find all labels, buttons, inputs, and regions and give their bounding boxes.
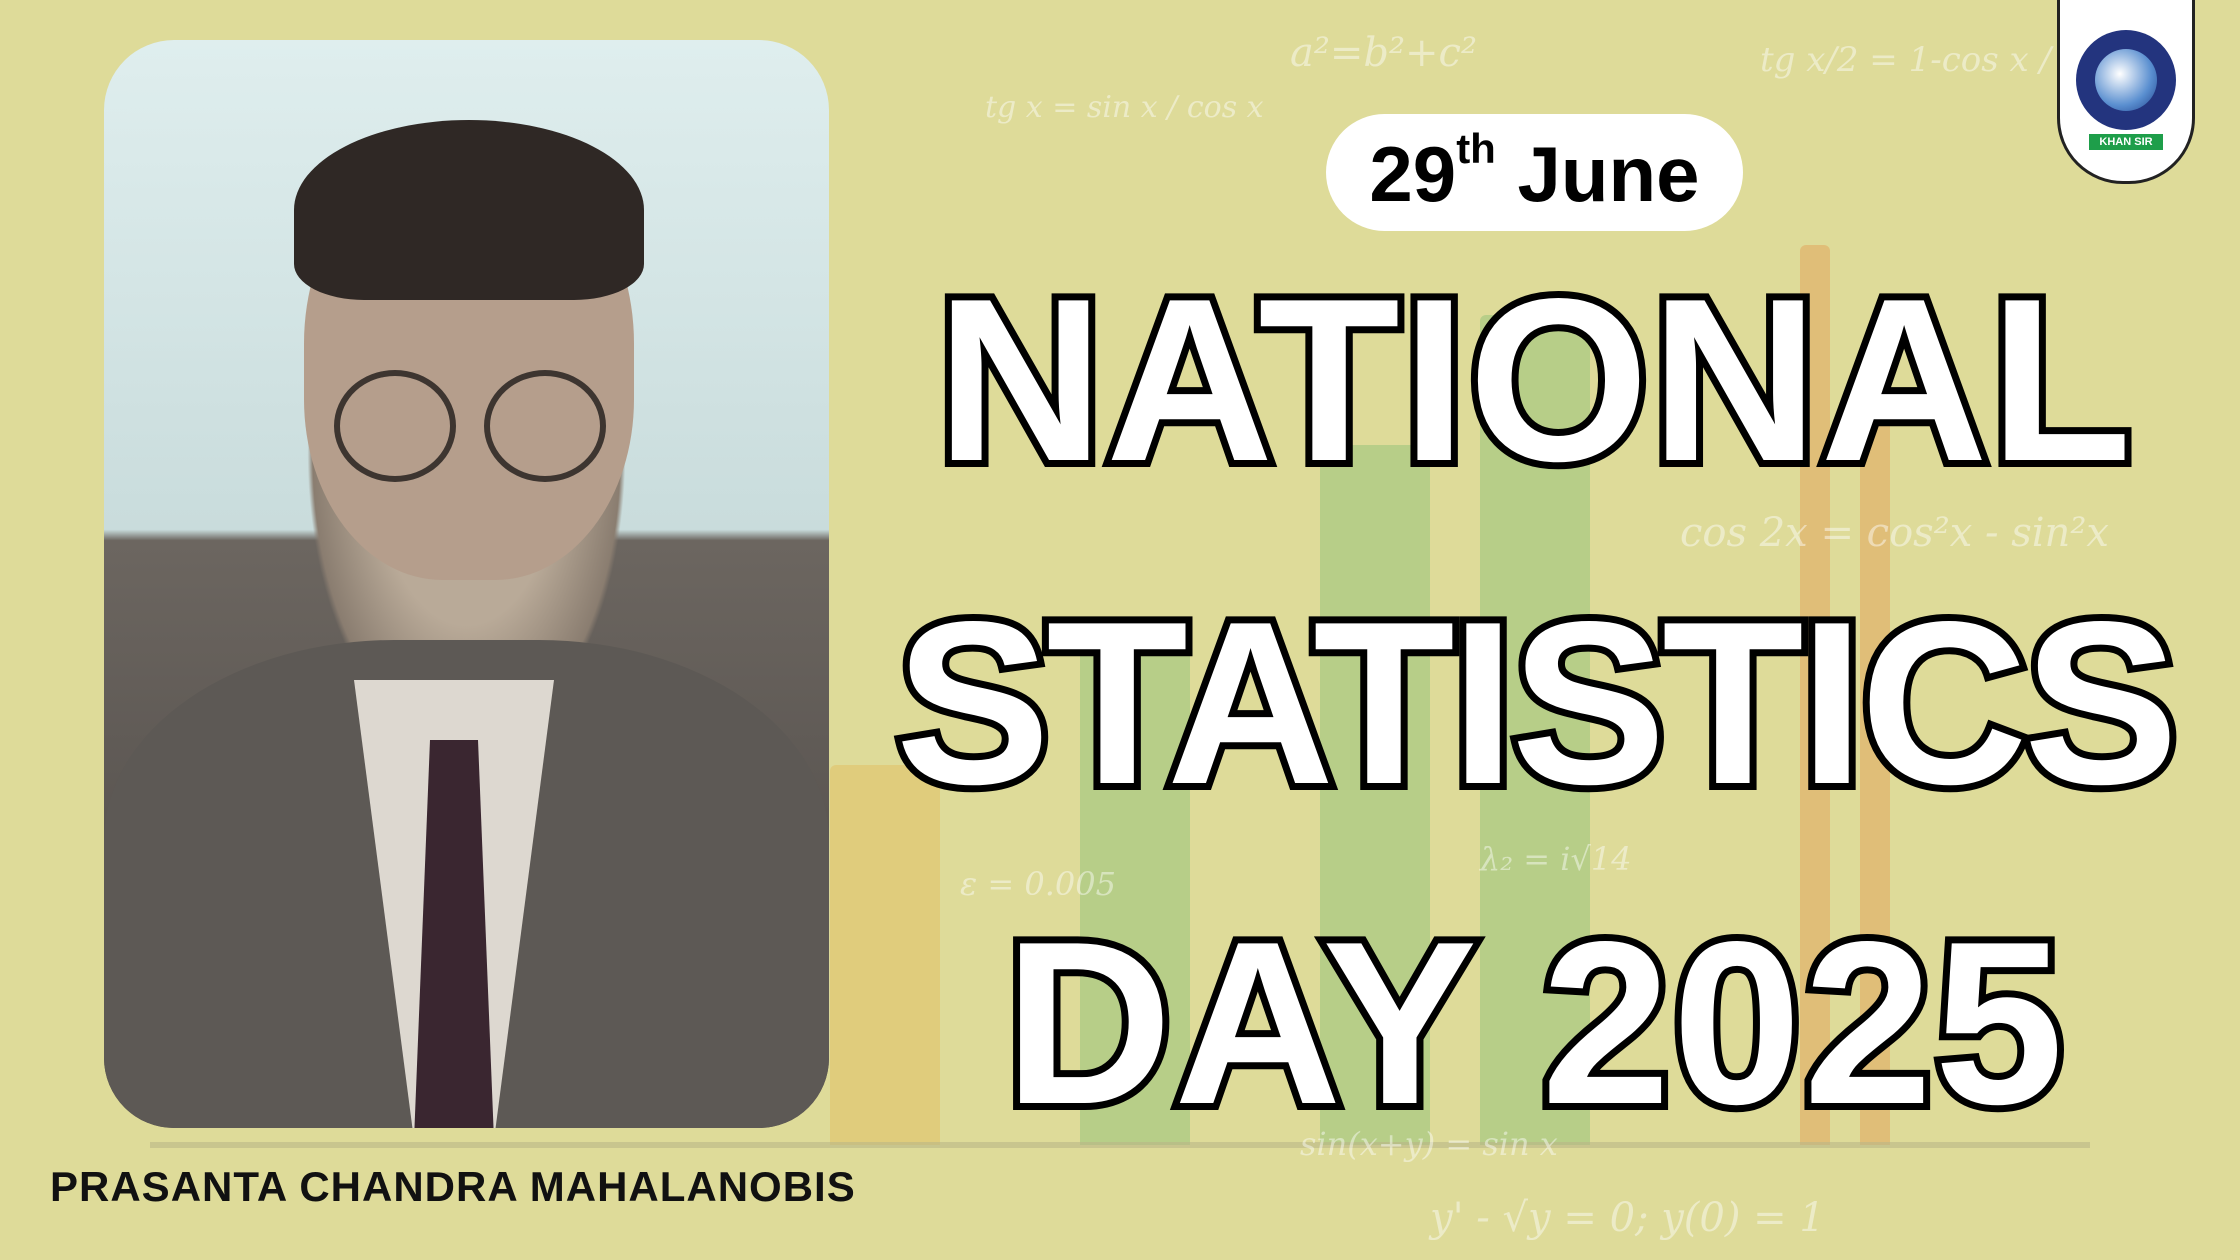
deco-bar [1480, 315, 1590, 1145]
title-line-3: DAY 2025 [998, 894, 2071, 1153]
logo-ribbon: KHAN SIR [2089, 134, 2163, 150]
portrait-caption: PRASANTA CHANDRA MAHALANOBIS [50, 1163, 856, 1210]
portrait-hair [294, 120, 644, 300]
deco-bar [1320, 445, 1430, 1145]
formula: tg x = sin x / cos x [985, 90, 1264, 125]
portrait-photo [104, 40, 829, 1128]
date-day: 29 [1369, 130, 1457, 218]
deco-bar [1080, 625, 1190, 1145]
date-badge: 29th June [1326, 114, 1743, 231]
formula: y' - √y = 0; y(0) = 1 [1430, 1195, 1825, 1241]
formula: sin(x+y) = sin x [1300, 1125, 1558, 1163]
deco-axis [150, 1142, 2090, 1148]
deco-bar [1860, 395, 1890, 1145]
formula: λ₂ = i√14 [1480, 840, 1632, 878]
formula: cos 2x = cos²x - sin²x [1680, 510, 2109, 556]
title-line-2: STATISTICS [889, 574, 2186, 833]
khan-global-studies-logo: KHAN SIR [2057, 0, 2195, 184]
globe-icon [2076, 30, 2176, 130]
formula: a²=b²+c² [1290, 30, 1477, 76]
formula: ε = 0.005 [960, 865, 1116, 903]
deco-bar [1800, 245, 1830, 1145]
title-line-1: NATIONAL [929, 251, 2138, 510]
date-suffix: th [1456, 125, 1496, 172]
deco-bar [830, 765, 940, 1145]
portrait-glasses [334, 370, 456, 482]
portrait-glasses [484, 370, 606, 482]
date-month: June [1517, 130, 1700, 218]
